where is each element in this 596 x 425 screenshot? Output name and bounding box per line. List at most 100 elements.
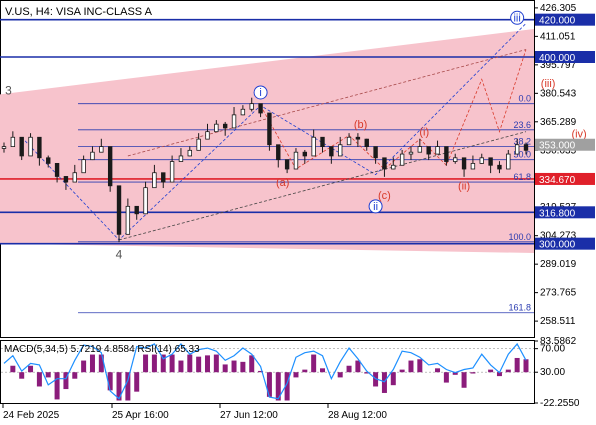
candle-body bbox=[222, 123, 228, 129]
candle-body bbox=[28, 136, 33, 157]
macd-bar bbox=[284, 372, 290, 401]
x-tick-label: 24 Feb 2025 bbox=[3, 410, 60, 421]
price-series bbox=[1, 97, 529, 243]
candle-body bbox=[90, 151, 95, 161]
rsi-line bbox=[3, 342, 527, 400]
wave-label-b: (b) bbox=[354, 119, 367, 131]
wave-label-c: (c) bbox=[378, 190, 391, 202]
x-tick-label: 25 Apr 16:00 bbox=[112, 410, 169, 421]
pivot-level-tag-bg bbox=[535, 172, 595, 185]
wave-label-3: 3 bbox=[5, 83, 12, 97]
fib-level-label: 100.0 bbox=[508, 232, 531, 242]
candle-body bbox=[214, 123, 219, 133]
candle-body bbox=[267, 112, 272, 146]
candle-body bbox=[10, 136, 16, 147]
candle-body bbox=[355, 136, 361, 140]
candle-body bbox=[116, 185, 122, 235]
candle-body bbox=[19, 136, 24, 157]
fib-level-label: 38.2 bbox=[513, 137, 531, 147]
wave-label-i-circle bbox=[253, 85, 268, 100]
chart-title: V.US, H4: VISA INC-CLASS A bbox=[5, 6, 153, 18]
wave-label-4: 4 bbox=[116, 248, 123, 262]
time-x-axis: 24 Feb 2025 25 Apr 16:00 27 Jun 12:00 28 Au… bbox=[2, 404, 387, 421]
key-level-tag: 420.000 bbox=[539, 16, 576, 27]
macd-bar bbox=[505, 369, 511, 373]
wave-label-wave-i: (i) bbox=[419, 126, 429, 138]
y-tick-label: 411.051 bbox=[540, 31, 576, 42]
macd-bar bbox=[320, 368, 326, 373]
candle-body bbox=[152, 172, 157, 189]
candle-body bbox=[497, 164, 502, 170]
candle-body bbox=[72, 172, 77, 183]
macd-bar bbox=[107, 372, 113, 391]
wave-label-a: (a) bbox=[276, 177, 289, 189]
macd-bar bbox=[143, 354, 149, 373]
candle-body bbox=[364, 138, 369, 147]
candle-body bbox=[346, 136, 352, 146]
fib-level-label: 50.0 bbox=[513, 150, 531, 160]
key-level-tag: 400.000 bbox=[539, 53, 576, 64]
macd-bar bbox=[470, 372, 476, 374]
macd-bar bbox=[390, 372, 396, 386]
candle-body bbox=[284, 159, 290, 170]
y-tick-label: 289.019 bbox=[540, 259, 577, 270]
candle-body bbox=[514, 144, 520, 155]
candle-body bbox=[37, 136, 42, 159]
macd-bar bbox=[63, 372, 69, 390]
y-tick-label: 426.305 bbox=[540, 3, 577, 14]
indicator-title: MACD(5,34,5) 5.7219 4.8584 RSI(14) 65.33 bbox=[4, 344, 200, 355]
x-tick-label: 28 Aug 12:00 bbox=[328, 410, 387, 421]
candle-body bbox=[231, 114, 237, 129]
indicator-y-tick-label: 70.00 bbox=[540, 344, 565, 355]
candle-body bbox=[143, 187, 148, 215]
macd-bar bbox=[10, 365, 16, 373]
channel-band bbox=[0, 29, 534, 253]
fib-level-label: 0.0 bbox=[518, 94, 531, 104]
wave-label-ii-circle bbox=[368, 199, 383, 214]
x-tick-label: 27 Jun 12:00 bbox=[220, 410, 278, 421]
macd-bar bbox=[125, 372, 131, 401]
macd-bar bbox=[222, 364, 228, 373]
candle-body bbox=[488, 157, 493, 166]
candle-body bbox=[320, 136, 325, 147]
macd-bar bbox=[72, 372, 78, 379]
macd-bar bbox=[98, 354, 104, 373]
macd-bar bbox=[81, 360, 87, 373]
y-tick-label: 395.797 bbox=[540, 60, 577, 71]
macd-bar bbox=[417, 359, 423, 373]
y-tick-label: 258.511 bbox=[540, 316, 576, 327]
macd-bar bbox=[302, 369, 308, 373]
macd-bar bbox=[240, 361, 246, 373]
macd-bar bbox=[231, 360, 237, 373]
wave-label-i: i bbox=[259, 87, 261, 99]
price-y-axis: 426.305 411.051 395.797 380.543 365.289 350.0… bbox=[534, 3, 595, 327]
candle-body bbox=[417, 146, 423, 153]
candle-body bbox=[249, 103, 254, 110]
y-tick-label: 304.273 bbox=[540, 231, 577, 242]
macd-bar bbox=[443, 372, 449, 383]
macd-bar bbox=[19, 372, 25, 379]
macd-bar bbox=[435, 368, 441, 373]
macd-bar bbox=[275, 372, 281, 401]
candle-body bbox=[426, 146, 431, 155]
current-price-tag: 353.000 bbox=[539, 141, 576, 152]
candle-body bbox=[161, 172, 166, 183]
candle-body bbox=[196, 138, 201, 151]
candle-body bbox=[461, 157, 467, 170]
candle-body bbox=[470, 162, 476, 170]
macd-bar bbox=[28, 365, 34, 373]
y-tick-label: 365.289 bbox=[540, 117, 577, 128]
candle-body bbox=[302, 151, 308, 157]
candle-body bbox=[435, 146, 440, 155]
horizontal-levels bbox=[0, 18, 534, 245]
y-tick-label: 380.543 bbox=[540, 88, 577, 99]
candle-body bbox=[81, 159, 86, 174]
candle-body bbox=[373, 146, 378, 159]
candle-body bbox=[107, 146, 113, 187]
macd-bar bbox=[116, 372, 122, 401]
macd-bar bbox=[36, 372, 42, 387]
key-level-tag-bg bbox=[535, 206, 595, 219]
upper-trend-line bbox=[127, 49, 527, 157]
candle-body bbox=[46, 157, 51, 164]
